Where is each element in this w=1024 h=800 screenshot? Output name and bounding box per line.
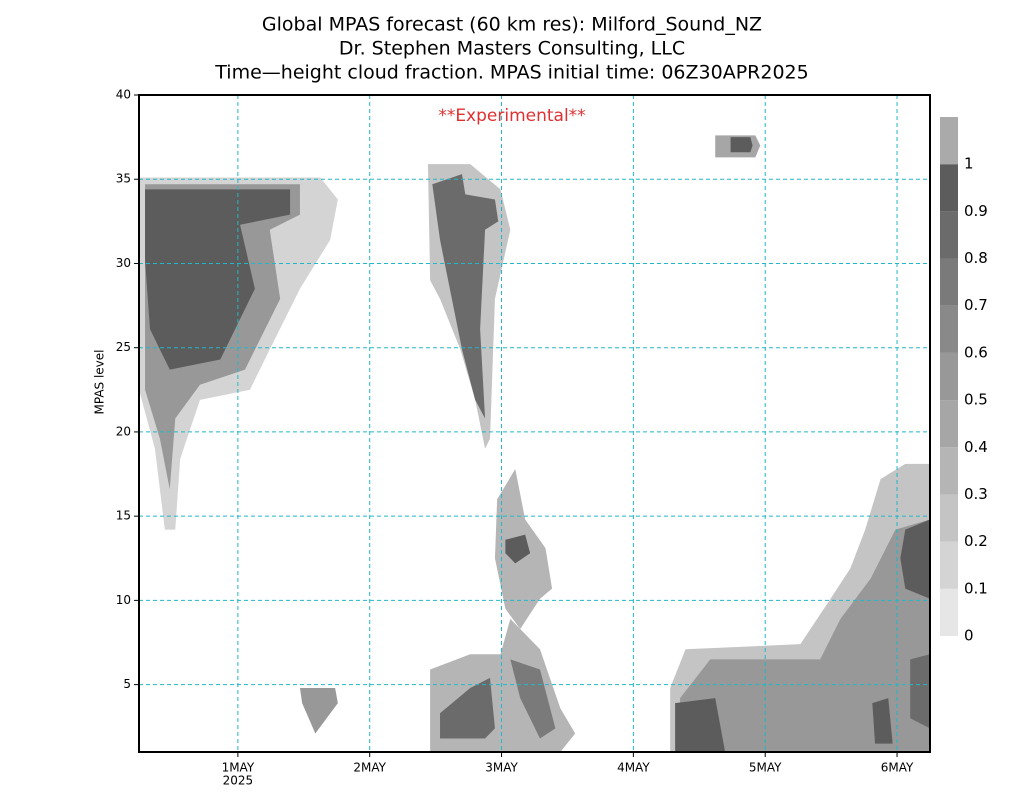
y-tick-label: 20 [116, 424, 131, 438]
cloud-region [145, 189, 291, 370]
y-tick-label: 30 [116, 256, 131, 270]
colorbar-swatch [940, 258, 958, 306]
colorbar-label: 0.3 [964, 485, 988, 503]
cloud-region [510, 659, 556, 739]
colorbar-label: 0.2 [964, 532, 988, 550]
x-tick-label: 1MAY [222, 761, 255, 775]
cloud-region [872, 698, 893, 744]
x-tick-label: 5MAY [749, 761, 782, 775]
y-tick-label: 40 [116, 88, 131, 102]
y-tick-label: 15 [116, 509, 131, 523]
colorbar-swatch [940, 211, 958, 259]
title-line: Global MPAS forecast (60 km res): Milfor… [262, 14, 762, 36]
annotation: **Experimental** [438, 106, 585, 126]
y-tick-label: 25 [116, 340, 131, 354]
colorbar-swatch [940, 400, 958, 448]
colorbar-label: 0.9 [964, 202, 988, 220]
cloud-region [440, 677, 495, 739]
plot-frame [138, 94, 931, 753]
colorbar-label: 0.8 [964, 249, 988, 267]
cloud-region [730, 137, 753, 153]
cloud-region [675, 698, 726, 752]
y-tick-label: 5 [123, 677, 131, 691]
y-tick-label: 35 [116, 172, 131, 186]
colorbar-swatch [940, 305, 958, 353]
colorbar-swatch [940, 494, 958, 542]
colorbar-swatch [940, 117, 958, 165]
colorbar-label: 0.6 [964, 343, 988, 361]
cloud-region [299, 687, 338, 734]
x-tick-label: 6MAY [881, 761, 914, 775]
x-tick-label: 2MAY [353, 761, 386, 775]
cloud-region [432, 174, 499, 419]
title-line: Dr. Stephen Masters Consulting, LLC [339, 38, 685, 60]
colorbar-swatch [940, 352, 958, 401]
cloud-region [505, 534, 531, 564]
colorbar-label: 0 [964, 627, 974, 645]
colorbar-label: 0.4 [964, 438, 988, 456]
x-tick-label: 3MAY [485, 761, 518, 775]
title-line: Time—height cloud fraction. MPAS initial… [214, 62, 808, 84]
colorbar-swatch [940, 164, 958, 212]
x-year-label: 2025 [223, 774, 254, 788]
x-tick-label: 4MAY [617, 761, 650, 775]
colorbar-label: 0.1 [964, 579, 988, 597]
y-axis-label: MPAS level [93, 350, 107, 415]
cloud-region [900, 519, 930, 599]
colorbar-label: 1 [964, 155, 974, 173]
cloud-region [910, 654, 930, 729]
colorbar-swatch [940, 541, 958, 589]
y-tick-label: 10 [116, 593, 131, 607]
colorbar-label: 0.7 [964, 296, 988, 314]
colorbar-swatch [940, 588, 958, 636]
colorbar-swatch [940, 447, 958, 495]
cloud-region [680, 519, 930, 752]
colorbar-label: 0.5 [964, 391, 988, 409]
